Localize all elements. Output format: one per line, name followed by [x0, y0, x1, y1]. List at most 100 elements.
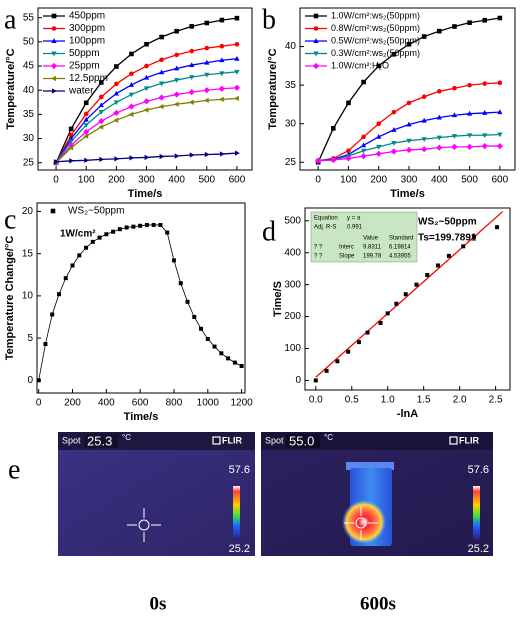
x-tick-label: 400 — [431, 175, 448, 186]
marker — [346, 100, 351, 106]
marker — [77, 253, 82, 258]
marker — [446, 253, 451, 258]
x-tick-label: 1.0 — [381, 395, 395, 406]
marker — [391, 127, 397, 132]
marker — [203, 87, 210, 94]
spot-box — [84, 434, 118, 448]
x-tick-label: 200 — [64, 398, 81, 409]
marker — [52, 88, 57, 94]
marker — [219, 57, 225, 63]
marker — [68, 145, 74, 151]
tube-cap — [346, 462, 394, 470]
y-tick-label: 20 — [22, 206, 34, 217]
y-tick-label: 50 — [23, 36, 35, 47]
y-tick-label: 55 — [23, 12, 35, 23]
y-tick-label: 25 — [23, 157, 35, 168]
marker — [128, 82, 135, 87]
marker — [188, 89, 195, 96]
x-axis-label: Time/s — [124, 411, 159, 423]
marker — [50, 208, 56, 214]
marker — [83, 116, 89, 122]
marker — [129, 155, 135, 161]
marker — [330, 156, 337, 164]
marker — [466, 133, 473, 139]
plot-frame — [304, 207, 511, 391]
marker — [451, 143, 458, 150]
marker — [405, 146, 413, 154]
marker — [129, 71, 134, 77]
marker — [472, 234, 477, 239]
table-text: y = a — [347, 216, 361, 222]
x-tick-label: 600 — [132, 398, 149, 409]
marker — [234, 15, 240, 21]
marker — [360, 148, 367, 154]
legend-label: 50ppm — [69, 48, 100, 59]
marker — [159, 153, 165, 160]
marker — [313, 378, 318, 383]
y-tick-label: 0 — [27, 375, 33, 386]
fit-table — [310, 211, 418, 263]
marker — [361, 79, 366, 85]
x-tick-label: 100 — [78, 175, 95, 186]
x-tick-label: 500 — [198, 175, 215, 186]
hot-spot — [342, 500, 386, 544]
marker — [421, 34, 427, 39]
marker — [391, 109, 397, 115]
x-tick-label: 1.5 — [417, 395, 431, 406]
marker — [114, 81, 119, 87]
marker — [90, 239, 95, 244]
x-tick-label: 0.0 — [309, 395, 323, 406]
marker — [451, 112, 458, 118]
x-tick-label: 200 — [370, 175, 387, 186]
marker — [481, 142, 488, 150]
marker — [390, 148, 397, 155]
marker — [69, 158, 75, 164]
marker — [128, 103, 135, 110]
legend-label: 25ppm — [69, 61, 100, 72]
marker — [113, 117, 119, 123]
marker — [63, 276, 68, 281]
crosshair — [344, 506, 378, 540]
spot-label: Spot — [62, 435, 81, 445]
table-header: Standard — [389, 236, 413, 242]
plot-frame — [299, 7, 516, 171]
marker — [219, 17, 225, 23]
image-background — [58, 432, 255, 556]
marker — [70, 263, 75, 268]
spot-label: Spot — [265, 435, 284, 445]
marker — [114, 156, 120, 162]
marker — [204, 151, 210, 158]
panel-label: d — [262, 216, 276, 247]
marker — [425, 273, 430, 278]
y-tick-label: 40 — [23, 85, 35, 96]
marker — [203, 97, 209, 104]
x-tick-label: 400 — [98, 398, 115, 409]
marker — [51, 26, 57, 31]
y-tick-label: 5 — [27, 333, 33, 344]
marker — [171, 258, 176, 263]
marker — [97, 235, 102, 240]
marker — [331, 126, 336, 131]
marker — [68, 126, 74, 132]
y-tick-label: 30 — [285, 118, 297, 129]
marker — [189, 152, 195, 158]
marker — [466, 143, 473, 150]
legend-label: 12.5ppm — [69, 73, 108, 84]
marker — [218, 96, 224, 103]
marker — [98, 110, 104, 115]
marker — [452, 24, 457, 29]
table-text: 4.53955 — [389, 254, 411, 260]
marker — [391, 51, 397, 57]
marker — [83, 133, 89, 139]
marker — [406, 138, 412, 144]
x-tick-label: 2.0 — [453, 395, 467, 406]
y-axis-label: Temperature/°C — [5, 48, 17, 129]
y-tick-label: 500 — [284, 215, 301, 226]
marker — [144, 222, 149, 227]
marker — [128, 92, 135, 98]
marker — [313, 13, 319, 19]
marker — [361, 134, 366, 140]
marker — [174, 153, 180, 159]
color-bar — [233, 486, 240, 540]
